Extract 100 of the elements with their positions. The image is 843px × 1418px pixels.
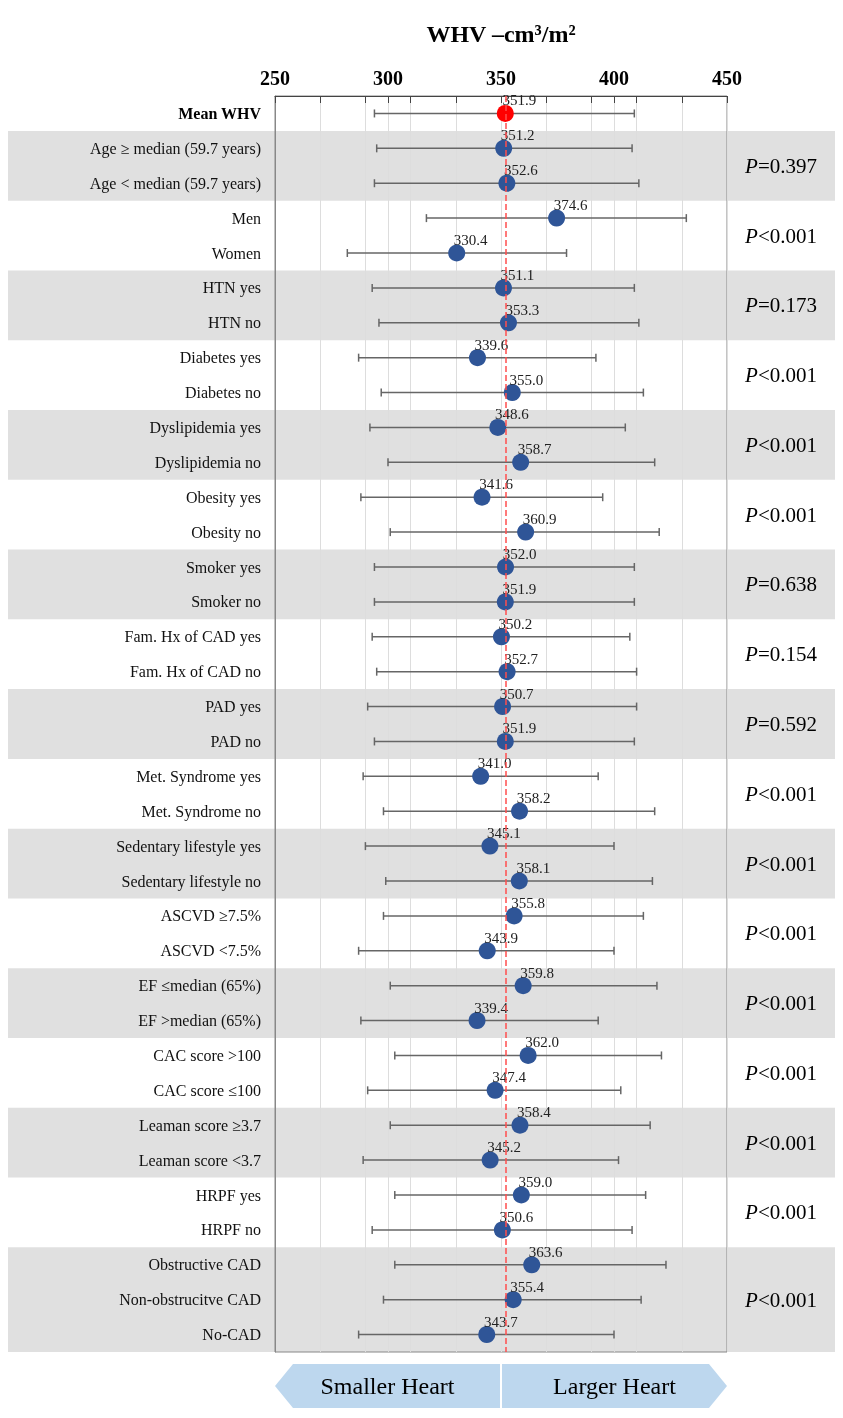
data-label: 353.3 — [505, 301, 540, 318]
text: P<0.001 — [744, 363, 817, 388]
y-tick-label: Men — [231, 209, 261, 227]
point — [512, 1186, 530, 1204]
y-tick-label: Age ≥ median (59.7 years) — [90, 139, 261, 158]
x-tick-label: 350 — [486, 67, 516, 89]
data-label: 339.4 — [474, 999, 509, 1016]
data-label: 341.6 — [479, 476, 514, 493]
data-label: 358.4 — [517, 1104, 552, 1121]
x-tick-label: 450 — [712, 67, 742, 89]
point — [497, 558, 515, 576]
data-label: 359.8 — [520, 964, 555, 981]
y-tick-label: No-CAD — [202, 1326, 261, 1344]
y-tick-label: Diabetes yes — [179, 349, 261, 368]
data-label: 351.9 — [502, 92, 537, 109]
point — [486, 1081, 504, 1099]
point — [492, 628, 510, 646]
point — [503, 384, 521, 402]
data-label: 358.2 — [516, 790, 551, 807]
data-label: 355.8 — [511, 894, 545, 911]
point — [548, 209, 566, 227]
point — [448, 244, 466, 262]
data-label: 350.2 — [498, 615, 533, 632]
data-label: 350.7 — [499, 685, 534, 702]
y-tick-label: Age < median (59.7 years) — [89, 174, 261, 193]
y-tick-label: EF ≤median (65%) — [138, 977, 261, 996]
text: P<0.001 — [744, 1200, 817, 1225]
point — [514, 977, 532, 995]
point — [481, 837, 499, 855]
y-tick-label: Women — [211, 244, 261, 262]
data-label: 343.9 — [484, 929, 519, 946]
point — [489, 418, 507, 436]
y-tick-label: EF >median (65%) — [138, 1012, 261, 1031]
text: P<0.001 — [744, 921, 817, 946]
y-tick-label: HTN yes — [202, 279, 261, 298]
data-label: 355.0 — [509, 371, 544, 388]
point — [473, 488, 491, 506]
band-label: P=0.173 — [744, 293, 817, 318]
y-tick-label: HRPF yes — [195, 1186, 261, 1205]
data-label: 352.6 — [504, 162, 539, 179]
data-label: 374.6 — [553, 197, 588, 214]
point — [511, 1116, 529, 1134]
y-tick-label: Dyslipidemia yes — [149, 418, 261, 437]
data-label: 348.6 — [494, 406, 530, 423]
point — [495, 279, 512, 297]
band-label: P<0.001 — [744, 1130, 817, 1155]
point — [517, 523, 535, 541]
data-label: 355.4 — [510, 1278, 545, 1295]
y-tick-label: CAC score >100 — [153, 1046, 261, 1064]
data-label: 345.1 — [487, 825, 521, 842]
x-axis-title: WHV –cm³/m² — [426, 21, 576, 47]
y-tick-label: Obstructive CAD — [148, 1256, 261, 1274]
text: P<0.001 — [744, 781, 817, 806]
data-label: 358.7 — [517, 441, 553, 458]
data-label: 343.7 — [483, 1313, 519, 1330]
point — [511, 802, 529, 820]
y-tick-label: Mean WHV — [178, 104, 262, 122]
point — [478, 1326, 496, 1344]
point — [481, 1151, 499, 1169]
point — [510, 872, 528, 890]
y-tick-label: HTN no — [208, 314, 261, 332]
band-label: P=0.592 — [744, 712, 817, 736]
y-tick-label: ASCVD <7.5% — [160, 942, 261, 960]
y-tick-label: HRPF no — [200, 1221, 261, 1239]
data-label: 351.2 — [500, 127, 535, 144]
data-label: 362.0 — [525, 1034, 559, 1051]
y-tick-label: Leaman score ≥3.7 — [138, 1116, 261, 1134]
y-tick-label: Leaman score <3.7 — [138, 1151, 261, 1169]
point — [478, 942, 496, 960]
y-tick-label: Sedentary lifestyle yes — [116, 837, 261, 856]
y-tick-label: Obesity no — [191, 523, 261, 542]
y-tick-label: Fam. Hx of CAD yes — [124, 628, 261, 647]
y-tick-label: ASCVD ≥7.5% — [160, 907, 261, 925]
point — [505, 907, 523, 925]
text: P<0.001 — [744, 223, 817, 248]
band-label: P<0.001 — [744, 991, 817, 1016]
data-label: 330.4 — [453, 232, 489, 248]
band-label: P=0.638 — [744, 572, 817, 597]
y-tick-label: Fam. Hx of CAD no — [129, 663, 261, 681]
y-tick-label: Dyslipidemia no — [154, 453, 261, 472]
point — [469, 349, 486, 367]
text: P<0.001 — [744, 502, 817, 527]
y-tick-label: Smoker yes — [185, 558, 261, 577]
text: P=0.154 — [744, 642, 818, 667]
point — [519, 1046, 537, 1064]
y-tick-label: Met. Syndrome no — [141, 802, 261, 821]
point — [499, 314, 517, 332]
data-label: 352.7 — [504, 650, 539, 667]
x-tick-label: 300 — [373, 67, 403, 89]
data-label: 352.0 — [502, 546, 537, 562]
data-label: 339.6 — [474, 336, 509, 353]
data-label: 351.1 — [500, 266, 535, 283]
point — [472, 767, 490, 785]
point — [512, 453, 530, 471]
band-label: P<0.001 — [744, 1287, 817, 1312]
y-tick-label: Met. Syndrome yes — [136, 767, 261, 786]
data-label: 360.9 — [522, 511, 557, 528]
x-tick-label: 400 — [599, 67, 629, 89]
data-label: 363.6 — [528, 1243, 564, 1260]
data-label: 341.0 — [477, 755, 512, 772]
